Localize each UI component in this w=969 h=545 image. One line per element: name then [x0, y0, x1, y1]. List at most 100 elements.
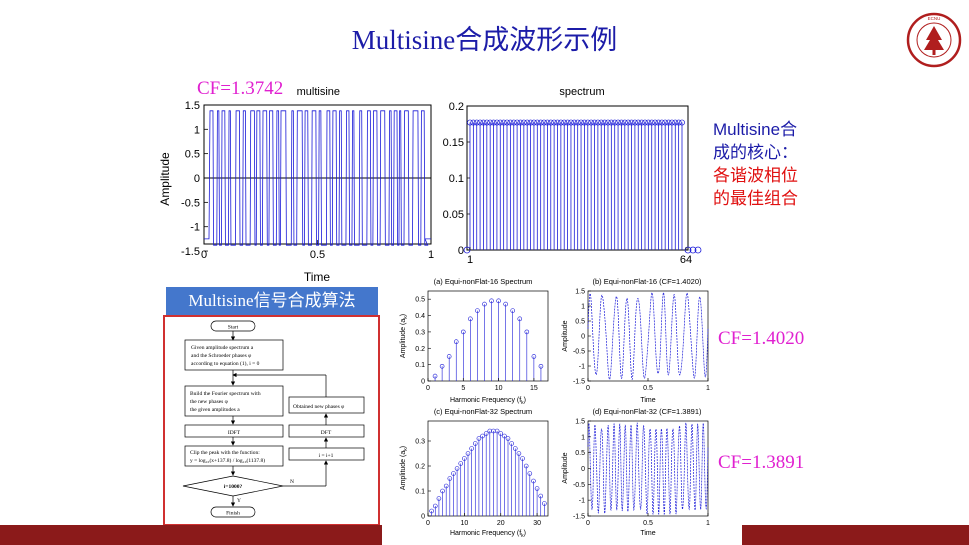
c-stem-marker — [531, 478, 536, 484]
chart-c: (c) Equi-nonFlat-32 Spectrum 0.30.20.10 … — [400, 407, 549, 539]
chart-a-title: (a) Equi-nonFlat-16 Spectrum — [434, 277, 533, 286]
a-ytick-label: 0.2 — [415, 346, 425, 353]
d-ytick-label: -1.5 — [573, 514, 585, 521]
spectrum-stem-marker — [655, 119, 662, 126]
ms-xtick-label: 1 — [428, 249, 434, 261]
a-stem-marker — [453, 339, 459, 345]
svg-text:Amplitude (ak): Amplitude (ak) — [400, 314, 409, 358]
spectrum-stem-marker — [561, 119, 568, 126]
decision-yes: Y — [237, 498, 241, 504]
c-ytick-label: 0 — [421, 514, 425, 521]
step-build-l1: Build the Fourier spectrum with — [190, 391, 261, 397]
spectrum-stem-marker — [611, 119, 618, 126]
spectrum-stem-marker — [588, 119, 595, 126]
chart-a-xlabel-sub: k — [521, 400, 524, 406]
a-xtick-label: 10 — [495, 385, 503, 392]
spectrum-stem-marker — [581, 119, 588, 126]
a-ytick-label: 0.5 — [415, 297, 425, 304]
b-ytick-label: 1.5 — [575, 289, 585, 296]
chart-d-title: (d) Equi-nonFlat-32 (CF=1.3891) — [592, 407, 702, 416]
spectrum-stem-marker — [628, 119, 635, 126]
b-xtick-label: 0.5 — [643, 385, 653, 392]
c-stem-marker — [498, 431, 504, 436]
spectrum-stem-marker — [557, 119, 564, 126]
note-line-2: 成的核心： — [713, 143, 798, 162]
c-stem-marker — [542, 501, 547, 506]
axis-xlabel: Time — [304, 270, 331, 284]
ms-ytick-label: -0.5 — [181, 197, 200, 209]
ms-ytick-label: 1 — [194, 124, 200, 136]
ms-ytick-label: -1.5 — [181, 246, 200, 258]
note-line-3: 各谐波相位 — [713, 166, 798, 185]
core-note: Multisine合 成的核心： 各谐波相位 的最佳组合 — [713, 118, 823, 210]
a-xtick-label: 0 — [426, 385, 430, 392]
c-stem-marker — [523, 463, 529, 469]
a-ytick-label: 0.1 — [415, 362, 425, 369]
c-stem-marker — [447, 476, 453, 481]
spectrum-base-marker — [684, 246, 692, 254]
step-given-l3: according to equation (1), i = 0 — [191, 360, 260, 367]
spectrum-stem-marker — [483, 119, 490, 126]
b-ytick-label: 1 — [581, 304, 585, 311]
axis-ylabel: Amplitude — [158, 152, 172, 206]
spectrum-stem-marker — [554, 119, 561, 126]
spectrum-stem-marker — [480, 119, 487, 126]
a-stem-marker — [460, 329, 466, 335]
algorithm-frame: Start Given amplitude spectrum a and the… — [163, 315, 380, 526]
b-ytick-label: -1 — [579, 364, 585, 371]
spectrum-stem-marker — [467, 119, 473, 126]
multisine-chart: multisine 1.510.50-0.5-1-1.5 0 0.5 1 Time … — [158, 86, 434, 284]
spectrum-stem-marker — [598, 119, 605, 126]
spectrum-stem-marker — [514, 119, 521, 126]
spectrum-stem-marker — [517, 119, 524, 126]
c-xtick-label: 0 — [426, 520, 430, 527]
ms-ytick-label: 0.5 — [185, 149, 200, 161]
slide-title: Multisine合成波形示例 — [351, 25, 618, 55]
chart-b-ylabel: Amplitude — [562, 320, 569, 351]
chart-a-xlabel: Harmonic Frequency (f — [450, 397, 521, 404]
c-xtick-label: 20 — [497, 520, 505, 527]
spectrum-stem-marker — [534, 119, 541, 126]
spectrum-stem-marker — [497, 119, 504, 126]
spectrum-stem-marker — [594, 119, 601, 126]
c-xtick-label: 10 — [460, 520, 468, 527]
a-xtick-label: 15 — [530, 385, 538, 392]
spectrum-stem-marker — [510, 119, 517, 126]
spectrum-base-marker — [689, 246, 697, 254]
a-ytick-label: 0.3 — [415, 329, 425, 336]
footer-bar-right — [742, 525, 969, 545]
step-incr-text: i = i+1 — [319, 453, 334, 459]
c-stem-marker — [520, 456, 525, 461]
chart-a-ylabel: Amplitude (a — [400, 319, 407, 358]
step-idft — [184, 424, 284, 438]
c-stem-marker — [454, 466, 460, 471]
c-stem-marker — [491, 428, 496, 434]
chart-b-title: (b) Equi-nonFlat-16 (CF=1.4020) — [592, 277, 702, 286]
ms-ytick-label: 0 — [194, 173, 200, 185]
a-stem-marker — [432, 373, 438, 379]
c-stem-marker — [516, 451, 522, 456]
spectrum-stem-marker — [665, 119, 672, 126]
step-dft — [288, 424, 365, 438]
chart-c-xlabel: Harmonic Frequency (f — [450, 530, 521, 537]
spectrum-stem-marker — [591, 119, 598, 126]
note-line-1: Multisine合 — [713, 120, 798, 139]
chart-a: (a) Equi-nonFlat-16 Spectrum 0.5 0.4 0.3 0.… — [400, 277, 549, 406]
a-stem-marker — [475, 308, 480, 313]
chart-d-series-line — [587, 422, 709, 516]
sp-ytick-label: 0.1 — [449, 173, 464, 185]
ms-xtick-label: 0.5 — [310, 249, 325, 261]
chart-b-series-line — [587, 292, 709, 380]
chart-title: spectrum — [559, 86, 604, 98]
a-stem-marker — [439, 363, 445, 369]
d-ytick-label: 0 — [581, 466, 585, 473]
d-ytick-label: 1 — [581, 434, 585, 441]
c-stem-marker — [432, 503, 438, 509]
step-build-l3: the given amplitudes a — [190, 407, 240, 413]
d-xtick-label: 0 — [586, 520, 590, 527]
spectrum-stem-marker — [645, 119, 652, 126]
spectrum-base-marker — [694, 246, 702, 254]
step-given-l1: Given amplitude spectrum a — [191, 345, 254, 351]
a-stem-marker — [489, 298, 494, 304]
a-xtick-label: 5 — [461, 385, 465, 392]
